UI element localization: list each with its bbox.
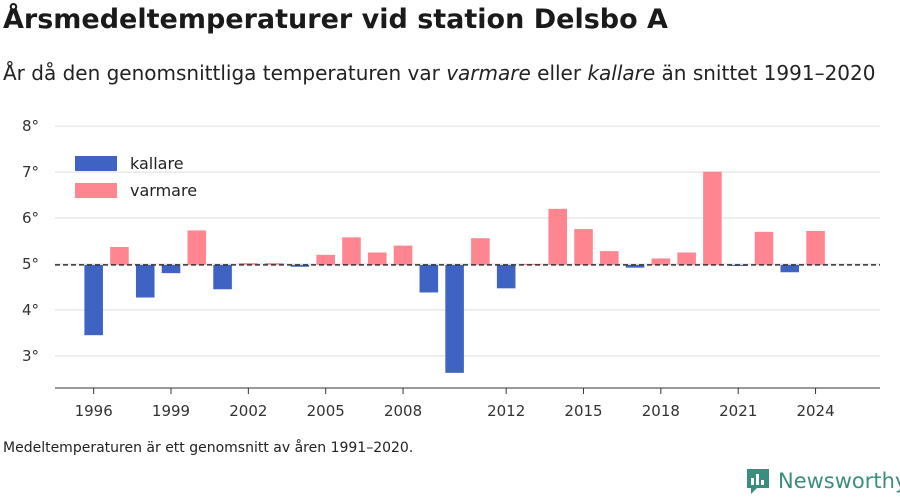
subtitle-emphasis-warmer: varmare	[446, 61, 531, 85]
y-tick-label: 3°	[22, 347, 39, 365]
x-tick-label: 2008	[384, 402, 422, 420]
subtitle-text-3: än snittet 1991–2020	[655, 61, 876, 85]
legend-label-kallare: kallare	[130, 154, 184, 173]
x-tick-label: 1999	[152, 402, 190, 420]
bar-2006	[342, 237, 361, 265]
brand-logo: Newsworthy	[745, 466, 900, 496]
bar-2008	[393, 245, 413, 265]
y-tick-label: 5°	[22, 255, 39, 273]
bar-1998	[135, 264, 155, 298]
y-tick-label: 7°	[22, 163, 39, 181]
x-tick-label: 2002	[229, 402, 267, 420]
chart-title: Årsmedeltemperaturer vid station Delsbo …	[3, 4, 668, 35]
y-tick-label: 6°	[22, 209, 39, 227]
bar-1999	[161, 264, 181, 274]
bar-2023	[780, 264, 800, 273]
legend-label-varmare: varmare	[130, 181, 197, 200]
bar-2015	[574, 229, 593, 265]
bar-2020	[703, 171, 722, 265]
bar-2012	[496, 264, 516, 289]
x-tick-label: 2005	[307, 402, 345, 420]
x-tick-label: 1996	[75, 402, 113, 420]
bar-2005	[316, 254, 335, 265]
bar-2018	[651, 258, 671, 265]
brand-name: Newsworthy	[778, 469, 900, 493]
bar-2010	[445, 264, 464, 373]
x-tick-label: 2018	[642, 402, 680, 420]
bar-2011	[471, 238, 490, 265]
bar-1997	[110, 246, 129, 265]
subtitle-emphasis-colder: kallare	[587, 61, 656, 85]
x-tick-label: 2021	[719, 402, 757, 420]
y-tick-label: 8°	[22, 117, 39, 135]
bar-2024	[806, 230, 825, 265]
x-tick-label: 2015	[564, 402, 602, 420]
subtitle-text-2: eller	[530, 61, 588, 85]
y-tick-label: 4°	[22, 301, 39, 319]
x-tick-label: 2024	[796, 402, 834, 420]
bar-2022	[754, 231, 774, 265]
bar-2001	[213, 264, 232, 290]
newsworthy-logo-icon	[747, 469, 769, 494]
legend-swatch-varmare	[75, 183, 117, 198]
subtitle-text-1: År då den genomsnittliga temperaturen va…	[3, 61, 447, 85]
chart-caption: Medeltemperaturen är ett genomsnitt av å…	[3, 440, 414, 456]
legend-swatch-kallare	[75, 156, 117, 171]
bar-2000	[187, 230, 207, 265]
bar-1996	[84, 264, 103, 336]
bar-2016	[600, 251, 619, 265]
x-tick-label: 2012	[487, 402, 525, 420]
chart-subtitle: År då den genomsnittliga temperaturen va…	[3, 57, 883, 89]
bar-2004	[290, 264, 310, 267]
bar-2017	[625, 264, 645, 268]
bar-2009	[419, 264, 439, 293]
bar-2007	[367, 252, 387, 265]
bar-2014	[548, 208, 568, 265]
bar-2019	[677, 252, 696, 265]
bar-2002	[239, 263, 258, 265]
bar-2003	[264, 263, 284, 265]
temperature-bar-chart: 3° 4° 5° 6° 7° 8° 1996 1999 2002 2005 2008 2012 2015…	[22, 117, 880, 420]
